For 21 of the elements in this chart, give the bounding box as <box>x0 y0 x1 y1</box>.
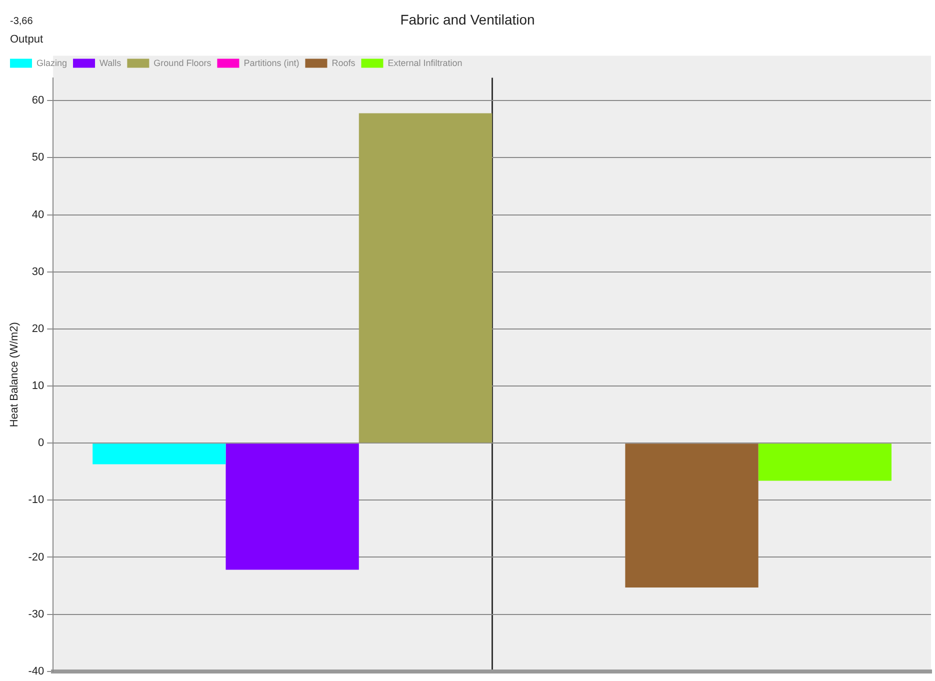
y-tick-label: 60 <box>32 94 44 107</box>
y-tick-label: 30 <box>32 266 44 278</box>
legend-label: Partitions (int) <box>244 58 300 68</box>
text: -3,66 <box>10 16 34 27</box>
legend-label: External Infiltration <box>388 58 462 68</box>
y-tick-label: -20 <box>28 551 44 564</box>
y-tick-label: -40 <box>28 665 44 678</box>
legend-label: Walls <box>100 58 122 68</box>
legend-label: Ground Floors <box>154 58 212 68</box>
legend-label: Glazing <box>36 58 68 68</box>
y-tick-label: 0 <box>38 437 44 450</box>
chart-title: Fabric and Ventilation <box>400 11 535 28</box>
text: Output <box>10 34 44 46</box>
y-tick-label: 40 <box>32 208 44 221</box>
y-tick-label: 50 <box>32 152 44 164</box>
y-tick-label: -30 <box>28 608 44 620</box>
y-tick-label: 20 <box>32 322 44 335</box>
y-tick-label: 10 <box>32 380 44 392</box>
y-tick-label: -10 <box>28 494 44 506</box>
legend-label: Roofs <box>332 58 356 68</box>
y-axis-title: Heat Balance (W/m2) <box>8 322 21 428</box>
